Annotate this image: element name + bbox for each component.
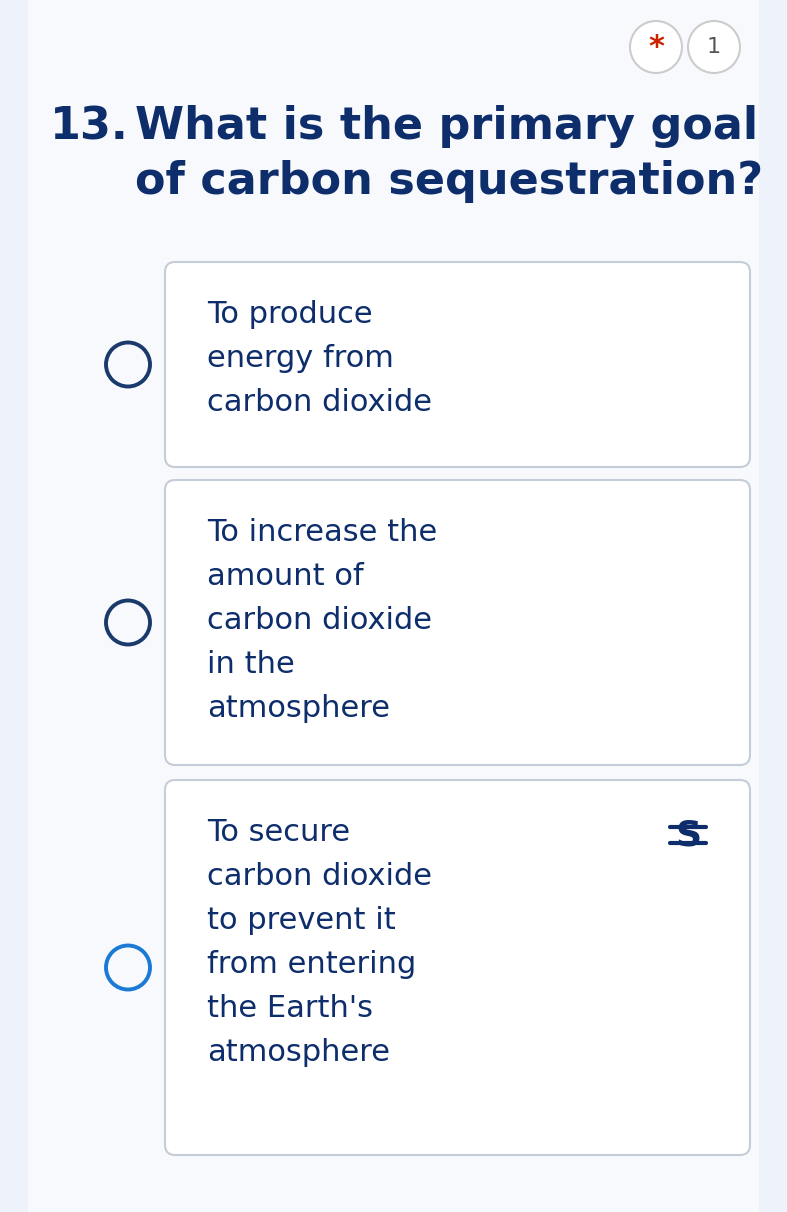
Circle shape [630, 21, 682, 73]
Text: *: * [648, 33, 664, 62]
Text: 13.: 13. [50, 105, 129, 148]
Circle shape [688, 21, 740, 73]
FancyBboxPatch shape [28, 0, 759, 1212]
Text: To increase the
amount of
carbon dioxide
in the
atmosphere: To increase the amount of carbon dioxide… [207, 518, 438, 722]
Text: What is the primary goal
of carbon sequestration?: What is the primary goal of carbon seque… [135, 105, 763, 202]
Text: To produce
energy from
carbon dioxide: To produce energy from carbon dioxide [207, 301, 432, 417]
FancyBboxPatch shape [165, 781, 750, 1155]
Text: S: S [675, 818, 701, 852]
FancyBboxPatch shape [165, 480, 750, 765]
FancyBboxPatch shape [165, 262, 750, 467]
Text: To secure
carbon dioxide
to prevent it
from entering
the Earth's
atmosphere: To secure carbon dioxide to prevent it f… [207, 818, 432, 1067]
Text: 1: 1 [707, 38, 721, 57]
